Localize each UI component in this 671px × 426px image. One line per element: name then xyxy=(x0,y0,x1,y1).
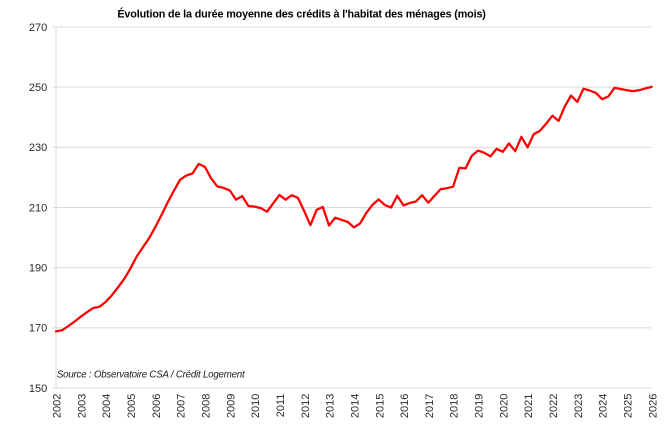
svg-text:190: 190 xyxy=(29,263,47,275)
svg-text:2019: 2019 xyxy=(474,394,486,418)
svg-text:Évolution de la durée moyenne: Évolution de la durée moyenne des crédit… xyxy=(117,7,486,20)
svg-text:2017: 2017 xyxy=(424,394,436,418)
svg-text:270: 270 xyxy=(29,22,47,34)
svg-text:170: 170 xyxy=(29,323,47,335)
svg-text:250: 250 xyxy=(29,82,47,94)
svg-text:2007: 2007 xyxy=(176,394,188,418)
svg-text:2008: 2008 xyxy=(201,394,213,418)
svg-text:2012: 2012 xyxy=(300,394,312,418)
svg-text:2015: 2015 xyxy=(374,394,386,418)
svg-text:2011: 2011 xyxy=(275,394,287,418)
svg-text:2025: 2025 xyxy=(623,394,635,418)
svg-text:2002: 2002 xyxy=(52,394,64,418)
svg-text:2005: 2005 xyxy=(126,394,138,418)
svg-text:2020: 2020 xyxy=(498,394,510,418)
svg-text:2024: 2024 xyxy=(598,394,610,418)
svg-text:2014: 2014 xyxy=(350,394,362,418)
svg-text:2003: 2003 xyxy=(76,394,88,418)
svg-text:2016: 2016 xyxy=(399,394,411,418)
svg-text:150: 150 xyxy=(29,383,47,395)
svg-text:2006: 2006 xyxy=(151,394,163,418)
svg-text:210: 210 xyxy=(29,202,47,214)
svg-text:2004: 2004 xyxy=(101,394,113,418)
svg-text:2009: 2009 xyxy=(225,394,237,418)
svg-text:2013: 2013 xyxy=(325,394,337,418)
svg-text:Source : Observatoire CSA / C: Source : Observatoire CSA / Crédit Logem… xyxy=(57,369,246,380)
svg-text:2021: 2021 xyxy=(523,394,535,418)
svg-text:2026: 2026 xyxy=(647,394,659,418)
svg-text:2018: 2018 xyxy=(449,394,461,418)
svg-text:2023: 2023 xyxy=(573,394,585,418)
svg-text:230: 230 xyxy=(29,142,47,154)
svg-text:2022: 2022 xyxy=(548,394,560,418)
svg-text:2010: 2010 xyxy=(250,394,262,418)
